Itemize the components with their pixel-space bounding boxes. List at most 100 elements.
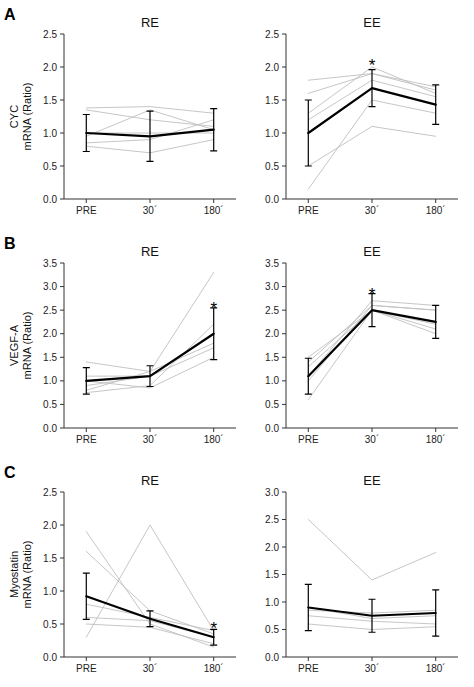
plot-area <box>83 525 217 647</box>
y-tick-label: 1.5 <box>265 569 279 580</box>
y-tick <box>60 263 64 264</box>
y-axis-label: mRNA (Ratio) <box>21 312 33 380</box>
y-tick <box>282 629 286 630</box>
y-tick <box>282 133 286 134</box>
error-bar <box>369 599 376 632</box>
y-tick <box>282 428 286 429</box>
y-axis-label: CYC <box>8 105 20 128</box>
x-tick-label: 30´ <box>365 434 379 445</box>
individual-line <box>86 357 213 388</box>
y-tick-label: 2.0 <box>265 328 279 339</box>
error-bar <box>432 590 439 636</box>
plot-area <box>305 67 439 189</box>
y-tick <box>60 286 64 287</box>
x-tick <box>150 428 151 432</box>
error-bar <box>83 573 90 619</box>
chart-canvas: 0.00.51.01.52.02.5PRE30´180´RECYCmRNA (R… <box>0 0 474 687</box>
y-tick-label: 2.0 <box>43 520 57 531</box>
y-tick-label: 1.0 <box>43 375 57 386</box>
y-axis-line <box>286 34 287 199</box>
y-tick-label: 0.5 <box>265 161 279 172</box>
y-tick <box>60 380 64 381</box>
error-bar <box>147 611 154 627</box>
panel: 0.00.51.01.52.02.53.0PRE30´180´EE <box>265 473 458 674</box>
y-axis-line <box>64 34 65 199</box>
y-tick <box>60 404 64 405</box>
y-tick <box>60 657 64 658</box>
y-tick-label: 0.0 <box>43 423 57 434</box>
x-tick <box>86 657 87 661</box>
error-bar <box>432 85 439 125</box>
y-tick <box>60 492 64 493</box>
x-tick-label: PRE <box>76 205 97 216</box>
x-tick-label: PRE <box>76 434 97 445</box>
y-tick-label: 0.0 <box>265 423 279 434</box>
y-tick <box>60 558 64 559</box>
panel-label: A <box>4 6 16 23</box>
y-tick <box>282 263 286 264</box>
x-tick-label: PRE <box>298 205 319 216</box>
individual-line <box>86 334 213 386</box>
individual-line <box>308 100 435 189</box>
x-tick <box>372 657 373 661</box>
y-tick <box>282 657 286 658</box>
individual-line <box>86 551 213 634</box>
y-tick-label: 0.5 <box>265 399 279 410</box>
x-tick <box>213 657 214 661</box>
x-tick-label: 30´ <box>143 434 157 445</box>
y-tick-label: 1.0 <box>265 597 279 608</box>
error-bar <box>369 70 376 107</box>
x-tick-label: 30´ <box>143 663 157 674</box>
x-tick <box>86 428 87 432</box>
y-tick <box>282 310 286 311</box>
y-tick <box>282 67 286 68</box>
y-tick-label: 1.5 <box>43 352 57 363</box>
y-axis-label: mRNA (Ratio) <box>21 83 33 151</box>
y-tick-label: 3.0 <box>265 487 279 498</box>
y-axis-label: mRNA (Ratio) <box>21 541 33 609</box>
x-tick-label: 180´ <box>204 205 224 216</box>
panel: 0.00.51.01.52.02.53.03.5PRE30´180´EE* <box>265 244 458 445</box>
x-tick <box>435 428 436 432</box>
x-tick <box>308 657 309 661</box>
significance-star: * <box>210 619 217 638</box>
individual-line <box>86 343 213 390</box>
plot-area <box>305 520 439 637</box>
mean-line <box>86 596 213 637</box>
error-bar <box>83 368 90 394</box>
y-tick-label: 0.0 <box>43 194 57 205</box>
panel-label: C <box>4 464 16 481</box>
y-axis-label: Myostatin <box>8 551 20 598</box>
y-tick <box>282 166 286 167</box>
y-tick <box>282 574 286 575</box>
y-tick-label: 1.0 <box>265 375 279 386</box>
error-bar <box>147 366 154 387</box>
panel-title: RE <box>141 473 159 488</box>
error-bar <box>147 111 154 161</box>
y-tick <box>60 199 64 200</box>
y-tick-label: 2.0 <box>265 542 279 553</box>
y-tick-label: 0.5 <box>43 161 57 172</box>
y-tick-label: 2.5 <box>265 29 279 40</box>
individual-line <box>86 324 213 392</box>
plot-area <box>83 107 217 162</box>
y-tick-label: 3.5 <box>265 258 279 269</box>
y-tick <box>282 547 286 548</box>
y-tick <box>282 380 286 381</box>
y-tick-label: 2.0 <box>43 328 57 339</box>
individual-line <box>86 525 213 637</box>
y-tick <box>282 602 286 603</box>
y-tick <box>60 591 64 592</box>
y-tick <box>60 428 64 429</box>
y-tick-label: 1.5 <box>265 95 279 106</box>
x-tick <box>213 428 214 432</box>
x-tick <box>213 199 214 203</box>
error-bar <box>305 100 312 166</box>
y-tick-label: 2.5 <box>43 487 57 498</box>
panel-title: RE <box>141 244 159 259</box>
y-axis-label: VEGF-A <box>8 324 20 366</box>
x-tick-label: 180´ <box>204 434 224 445</box>
x-tick-label: 180´ <box>204 663 224 674</box>
panel-label: B <box>4 235 16 252</box>
y-tick <box>60 34 64 35</box>
